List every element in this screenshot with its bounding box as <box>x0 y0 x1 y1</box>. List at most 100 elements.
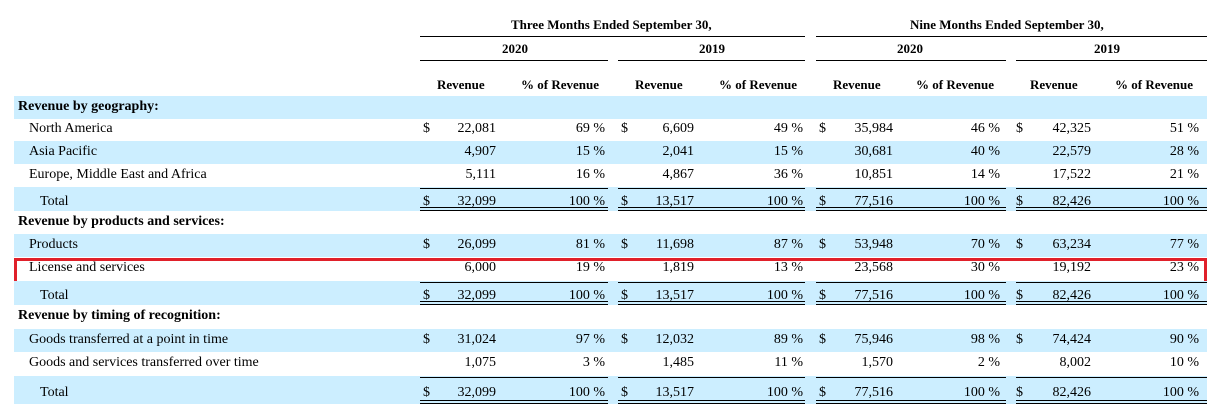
revenue-value: 4,867 <box>662 167 695 182</box>
subtotal-rule <box>420 282 608 283</box>
column-header-revenue: Revenue <box>1030 77 1078 92</box>
column-header-pct: % of Revenue <box>1115 77 1193 92</box>
dollar-sign: $ <box>1016 237 1023 252</box>
revenue-value: 30,681 <box>854 144 894 159</box>
dollar-sign: $ <box>621 237 628 252</box>
dollar-sign: $ <box>423 121 430 136</box>
subtotal-rule <box>618 188 805 189</box>
year-label: 2020 <box>502 41 528 56</box>
percent-value: 87 % <box>773 237 803 252</box>
column-header-revenue: Revenue <box>635 77 683 92</box>
revenue-value: 32,099 <box>457 288 497 303</box>
percent-value: 100 % <box>1162 288 1199 303</box>
percent-value: 70 % <box>970 237 1000 252</box>
subtotal-rule <box>816 282 1006 283</box>
dollar-sign: $ <box>621 194 628 209</box>
section-heading: Revenue by products and services: <box>18 214 225 229</box>
period-three-rule <box>420 36 805 37</box>
total-double-rule <box>618 207 805 211</box>
revenue-value: 53,948 <box>854 237 894 252</box>
revenue-value: 13,517 <box>655 194 695 209</box>
dollar-sign: $ <box>819 288 826 303</box>
percent-value: 89 % <box>773 332 803 347</box>
percent-value: 98 % <box>970 332 1000 347</box>
row-label: License and services <box>29 260 145 275</box>
total-double-rule <box>1016 400 1207 404</box>
section-heading: Revenue by geography: <box>18 99 159 114</box>
revenue-value: 77,516 <box>854 194 894 209</box>
column-header-pct: % of Revenue <box>916 77 994 92</box>
row-band <box>14 329 1207 352</box>
percent-value: 100 % <box>1162 194 1199 209</box>
percent-value: 40 % <box>970 144 1000 159</box>
revenue-value: 74,424 <box>1052 332 1092 347</box>
revenue-value: 19,192 <box>1052 260 1092 275</box>
year-rule <box>1016 60 1207 61</box>
subtotal-rule <box>816 377 1006 378</box>
percent-value: 100 % <box>1162 385 1199 400</box>
percent-value: 100 % <box>766 288 803 303</box>
dollar-sign: $ <box>819 121 826 136</box>
percent-value: 81 % <box>575 237 605 252</box>
percent-value: 11 % <box>774 355 803 370</box>
revenue-value: 32,099 <box>457 385 497 400</box>
revenue-value: 2,041 <box>662 144 695 159</box>
dollar-sign: $ <box>423 288 430 303</box>
percent-value: 30 % <box>970 260 1000 275</box>
dollar-sign: $ <box>423 194 430 209</box>
revenue-value: 17,522 <box>1052 167 1092 182</box>
revenue-value: 77,516 <box>854 288 894 303</box>
revenue-value: 10,851 <box>854 167 894 182</box>
revenue-value: 1,485 <box>662 355 695 370</box>
subtotal-rule <box>816 188 1006 189</box>
subtotal-rule <box>420 188 608 189</box>
total-double-rule <box>816 400 1006 404</box>
revenue-value: 35,984 <box>854 121 894 136</box>
percent-value: 97 % <box>575 332 605 347</box>
row-label: Products <box>29 237 78 252</box>
percent-value: 2 % <box>977 355 1000 370</box>
row-label: Europe, Middle East and Africa <box>29 167 207 182</box>
percent-value: 36 % <box>773 167 803 182</box>
percent-value: 3 % <box>582 355 605 370</box>
subtotal-rule <box>420 377 608 378</box>
row-band <box>14 376 1207 404</box>
row-label: Asia Pacific <box>29 144 98 159</box>
row-band <box>14 141 1207 164</box>
revenue-value: 6,609 <box>662 121 695 136</box>
revenue-value: 8,002 <box>1059 355 1092 370</box>
dollar-sign: $ <box>819 332 826 347</box>
total-double-rule <box>1016 207 1207 211</box>
revenue-value: 63,234 <box>1052 237 1092 252</box>
dollar-sign: $ <box>621 288 628 303</box>
dollar-sign: $ <box>621 332 628 347</box>
percent-value: 28 % <box>1169 144 1199 159</box>
total-double-rule <box>816 301 1006 305</box>
dollar-sign: $ <box>1016 385 1023 400</box>
total-double-rule <box>618 400 805 404</box>
year-rule <box>420 60 608 61</box>
row-label: North America <box>29 121 113 136</box>
revenue-value: 11,698 <box>656 237 694 252</box>
dollar-sign: $ <box>423 332 430 347</box>
percent-value: 69 % <box>575 121 605 136</box>
total-double-rule <box>1016 301 1207 305</box>
percent-value: 19 % <box>575 260 605 275</box>
revenue-value: 1,570 <box>861 355 894 370</box>
revenue-value: 22,579 <box>1052 144 1092 159</box>
row-label: Goods and services transferred over time <box>29 355 259 370</box>
subtotal-rule <box>1016 282 1207 283</box>
revenue-value: 1,819 <box>662 260 695 275</box>
row-band <box>14 187 1207 211</box>
revenue-value: 82,426 <box>1052 385 1092 400</box>
dollar-sign: $ <box>1016 121 1023 136</box>
total-label: Total <box>40 288 69 303</box>
subtotal-rule <box>1016 377 1207 378</box>
year-label: 2019 <box>699 41 725 56</box>
subtotal-rule <box>618 282 805 283</box>
column-header-revenue: Revenue <box>833 77 881 92</box>
year-label: 2019 <box>1094 41 1120 56</box>
dollar-sign: $ <box>621 385 628 400</box>
row-band <box>14 281 1207 305</box>
